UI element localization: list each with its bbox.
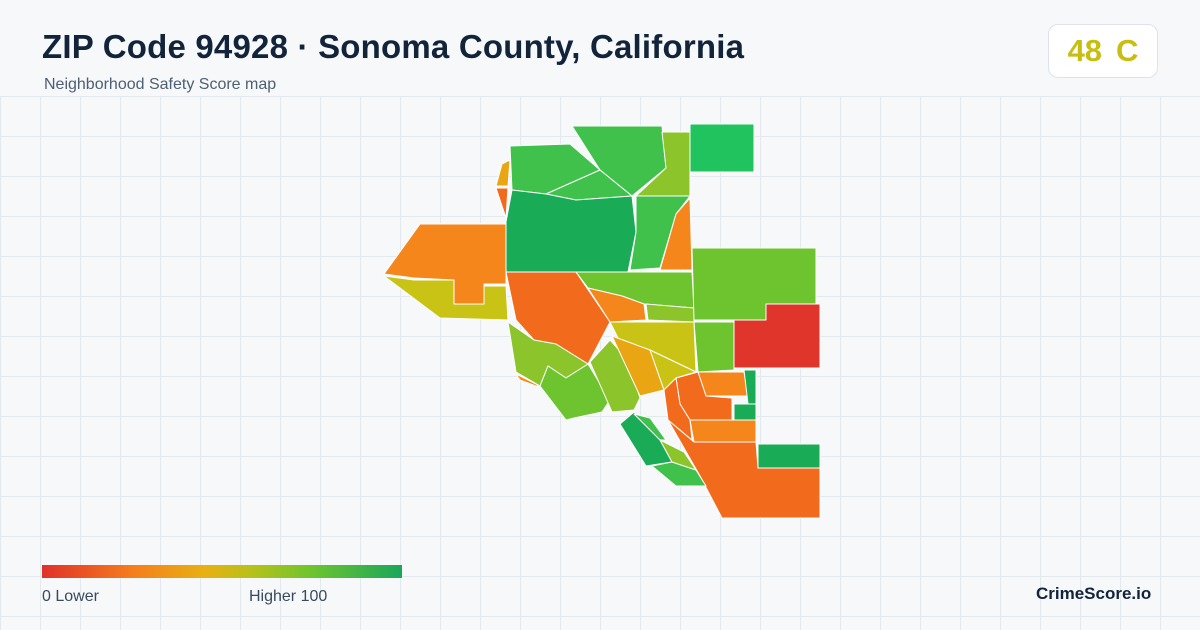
neighborhood-region[interactable] [689,419,757,443]
neighborhood-region[interactable] [571,125,667,197]
neighborhood-region[interactable] [743,369,757,405]
neighborhood-region[interactable] [505,189,637,273]
page-subtitle: Neighborhood Safety Score map [44,76,277,93]
neighborhood-region[interactable] [689,123,755,173]
page-title: ZIP Code 94928 · Sonoma County, Californ… [42,28,745,65]
neighborhood-region[interactable] [693,321,735,373]
neighborhood-region[interactable] [659,197,693,271]
neighborhood-region[interactable] [383,275,509,321]
neighborhood-region[interactable] [515,373,541,387]
neighborhood-region[interactable] [611,335,665,397]
safety-score-value: 48 [1067,33,1103,68]
safety-score-grade: C [1116,33,1139,68]
neighborhood-region[interactable] [495,187,509,219]
legend-low-label: 0 Lower [42,588,99,605]
neighborhood-region[interactable] [589,339,641,413]
legend-high-label: Higher 100 [249,588,328,605]
safety-score-badge: 48 C [1048,24,1158,78]
neighborhood-region[interactable] [495,159,511,187]
neighborhood-region[interactable] [629,195,691,271]
neighborhood-region[interactable] [697,371,749,397]
brand-logo-text: CrimeScore.io [1036,584,1152,603]
neighborhood-region[interactable] [733,403,757,421]
neighborhood-region[interactable] [633,413,667,441]
header-band [0,0,1200,96]
neighborhood-region[interactable] [587,287,647,323]
neighborhood-region[interactable] [757,443,821,469]
legend-gradient-bar [42,565,402,578]
neighborhood-region[interactable] [659,439,697,471]
neighborhood-region[interactable] [651,461,707,487]
